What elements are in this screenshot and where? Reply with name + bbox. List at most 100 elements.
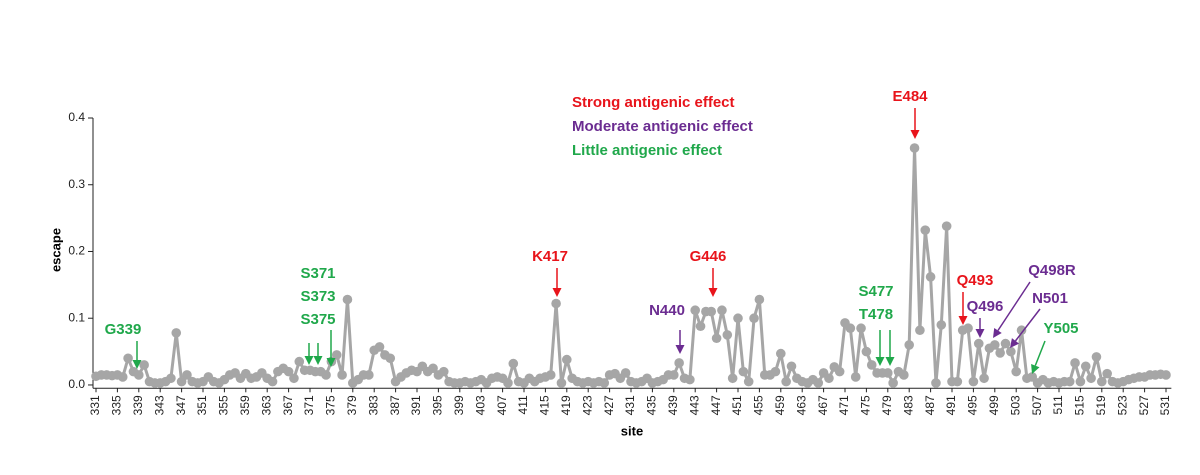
point xyxy=(733,313,743,324)
annotation-arrowhead xyxy=(675,345,685,354)
point xyxy=(166,373,176,384)
point xyxy=(562,354,572,365)
x-tick-label: 451 xyxy=(730,395,744,415)
point xyxy=(182,370,192,380)
point xyxy=(1064,376,1075,387)
x-tick-label: 375 xyxy=(324,395,338,415)
point xyxy=(850,372,861,382)
point xyxy=(824,373,834,384)
point xyxy=(1086,373,1096,384)
point xyxy=(706,306,717,317)
annotation-arrowhead xyxy=(304,356,314,365)
point xyxy=(968,376,979,387)
x-tick-label: 439 xyxy=(666,395,680,415)
x-tick-label: 371 xyxy=(302,395,316,415)
point xyxy=(134,370,144,380)
annotation-label: T478 xyxy=(859,306,893,323)
point xyxy=(599,378,610,388)
point xyxy=(738,366,749,377)
x-tick-label: 391 xyxy=(409,395,423,415)
legend-entry: Little antigenic effect xyxy=(572,142,722,159)
x-tick-label: 411 xyxy=(516,395,530,414)
annotation-label: G446 xyxy=(690,248,727,265)
point xyxy=(770,366,781,377)
point xyxy=(331,350,342,360)
x-tick-label: 347 xyxy=(174,395,188,415)
annotation-arrow xyxy=(1014,308,1041,342)
annotation-arrow xyxy=(997,281,1031,331)
x-tick-label: 523 xyxy=(1115,395,1129,415)
x-tick-label: 415 xyxy=(538,395,552,415)
point xyxy=(883,368,893,378)
x-tick-label: 351 xyxy=(195,395,209,415)
point xyxy=(690,305,700,316)
annotation-label: S375 xyxy=(300,311,335,328)
x-tick-label: 427 xyxy=(602,395,616,415)
annotation-arrowhead xyxy=(910,130,920,139)
x-tick-label: 387 xyxy=(388,395,402,415)
annotation-arrowhead xyxy=(975,329,985,338)
x-tick-label: 455 xyxy=(752,395,766,415)
point xyxy=(428,363,438,374)
point xyxy=(743,376,754,387)
point xyxy=(556,378,567,388)
annotation-label: Q498R xyxy=(1028,262,1076,279)
point xyxy=(781,376,791,387)
x-tick-label: 463 xyxy=(794,395,808,415)
annotation-arrow xyxy=(1034,340,1046,366)
x-tick-label: 443 xyxy=(687,395,701,415)
point xyxy=(374,342,385,352)
annotation-label: Q493 xyxy=(957,272,994,289)
point xyxy=(1102,368,1112,379)
x-tick-label: 435 xyxy=(645,395,659,415)
x-tick-label: 335 xyxy=(110,395,124,415)
x-tick-label: 527 xyxy=(1137,395,1151,415)
annotation-label: S371 xyxy=(300,265,335,282)
point xyxy=(1016,325,1027,336)
point xyxy=(669,370,679,380)
x-tick-label: 343 xyxy=(152,395,166,415)
point xyxy=(973,338,984,349)
point xyxy=(952,376,963,387)
point xyxy=(899,370,909,380)
x-tick-label: 419 xyxy=(559,395,573,415)
point xyxy=(979,373,989,384)
annotation-arrowhead xyxy=(552,288,562,297)
point xyxy=(904,340,914,350)
point xyxy=(888,378,898,388)
annotation-arrowhead xyxy=(1031,363,1040,374)
annotation-arrowhead xyxy=(708,288,718,297)
point xyxy=(711,333,722,344)
point xyxy=(503,378,513,388)
point xyxy=(941,221,952,231)
point xyxy=(931,378,941,388)
point xyxy=(834,366,845,377)
point xyxy=(909,143,920,153)
point xyxy=(337,370,347,380)
x-tick-label: 395 xyxy=(431,395,445,415)
point xyxy=(861,346,872,357)
point xyxy=(754,294,765,305)
x-tick-label: 479 xyxy=(880,395,894,415)
point xyxy=(171,328,182,338)
point xyxy=(283,366,294,377)
annotation-arrowhead xyxy=(132,360,142,369)
point xyxy=(776,348,786,359)
point xyxy=(1080,361,1091,372)
point xyxy=(508,358,519,369)
y-tick-label: 0.2 xyxy=(68,244,85,258)
point xyxy=(925,272,936,282)
annotation-label: N440 xyxy=(649,302,685,319)
legend-entry: Strong antigenic effect xyxy=(572,94,735,111)
point xyxy=(545,370,556,380)
x-tick-label: 503 xyxy=(1008,395,1022,415)
x-tick-label: 475 xyxy=(859,395,873,415)
y-tick-label: 0.1 xyxy=(68,310,85,324)
point xyxy=(674,358,684,368)
x-tick-label: 383 xyxy=(366,395,380,415)
annotation-label: Y505 xyxy=(1043,320,1078,337)
annotation-arrowhead xyxy=(313,356,323,365)
annotation-label: K417 xyxy=(532,248,568,265)
x-tick-label: 447 xyxy=(709,395,723,415)
x-tick-label: 483 xyxy=(901,395,915,415)
